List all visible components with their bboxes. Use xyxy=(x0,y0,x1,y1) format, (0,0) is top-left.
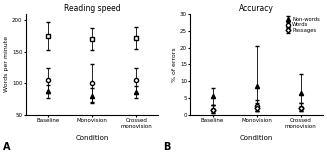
X-axis label: Condition: Condition xyxy=(76,135,109,141)
Title: Accuracy: Accuracy xyxy=(239,4,274,13)
Y-axis label: % of errors: % of errors xyxy=(172,47,177,82)
Text: B: B xyxy=(164,142,171,152)
Legend: Non-words, Words, Passages: Non-words, Words, Passages xyxy=(282,14,322,35)
X-axis label: Condition: Condition xyxy=(240,135,273,141)
Title: Reading speed: Reading speed xyxy=(64,4,120,13)
Text: A: A xyxy=(3,142,11,152)
Y-axis label: Words per minute: Words per minute xyxy=(4,36,9,92)
